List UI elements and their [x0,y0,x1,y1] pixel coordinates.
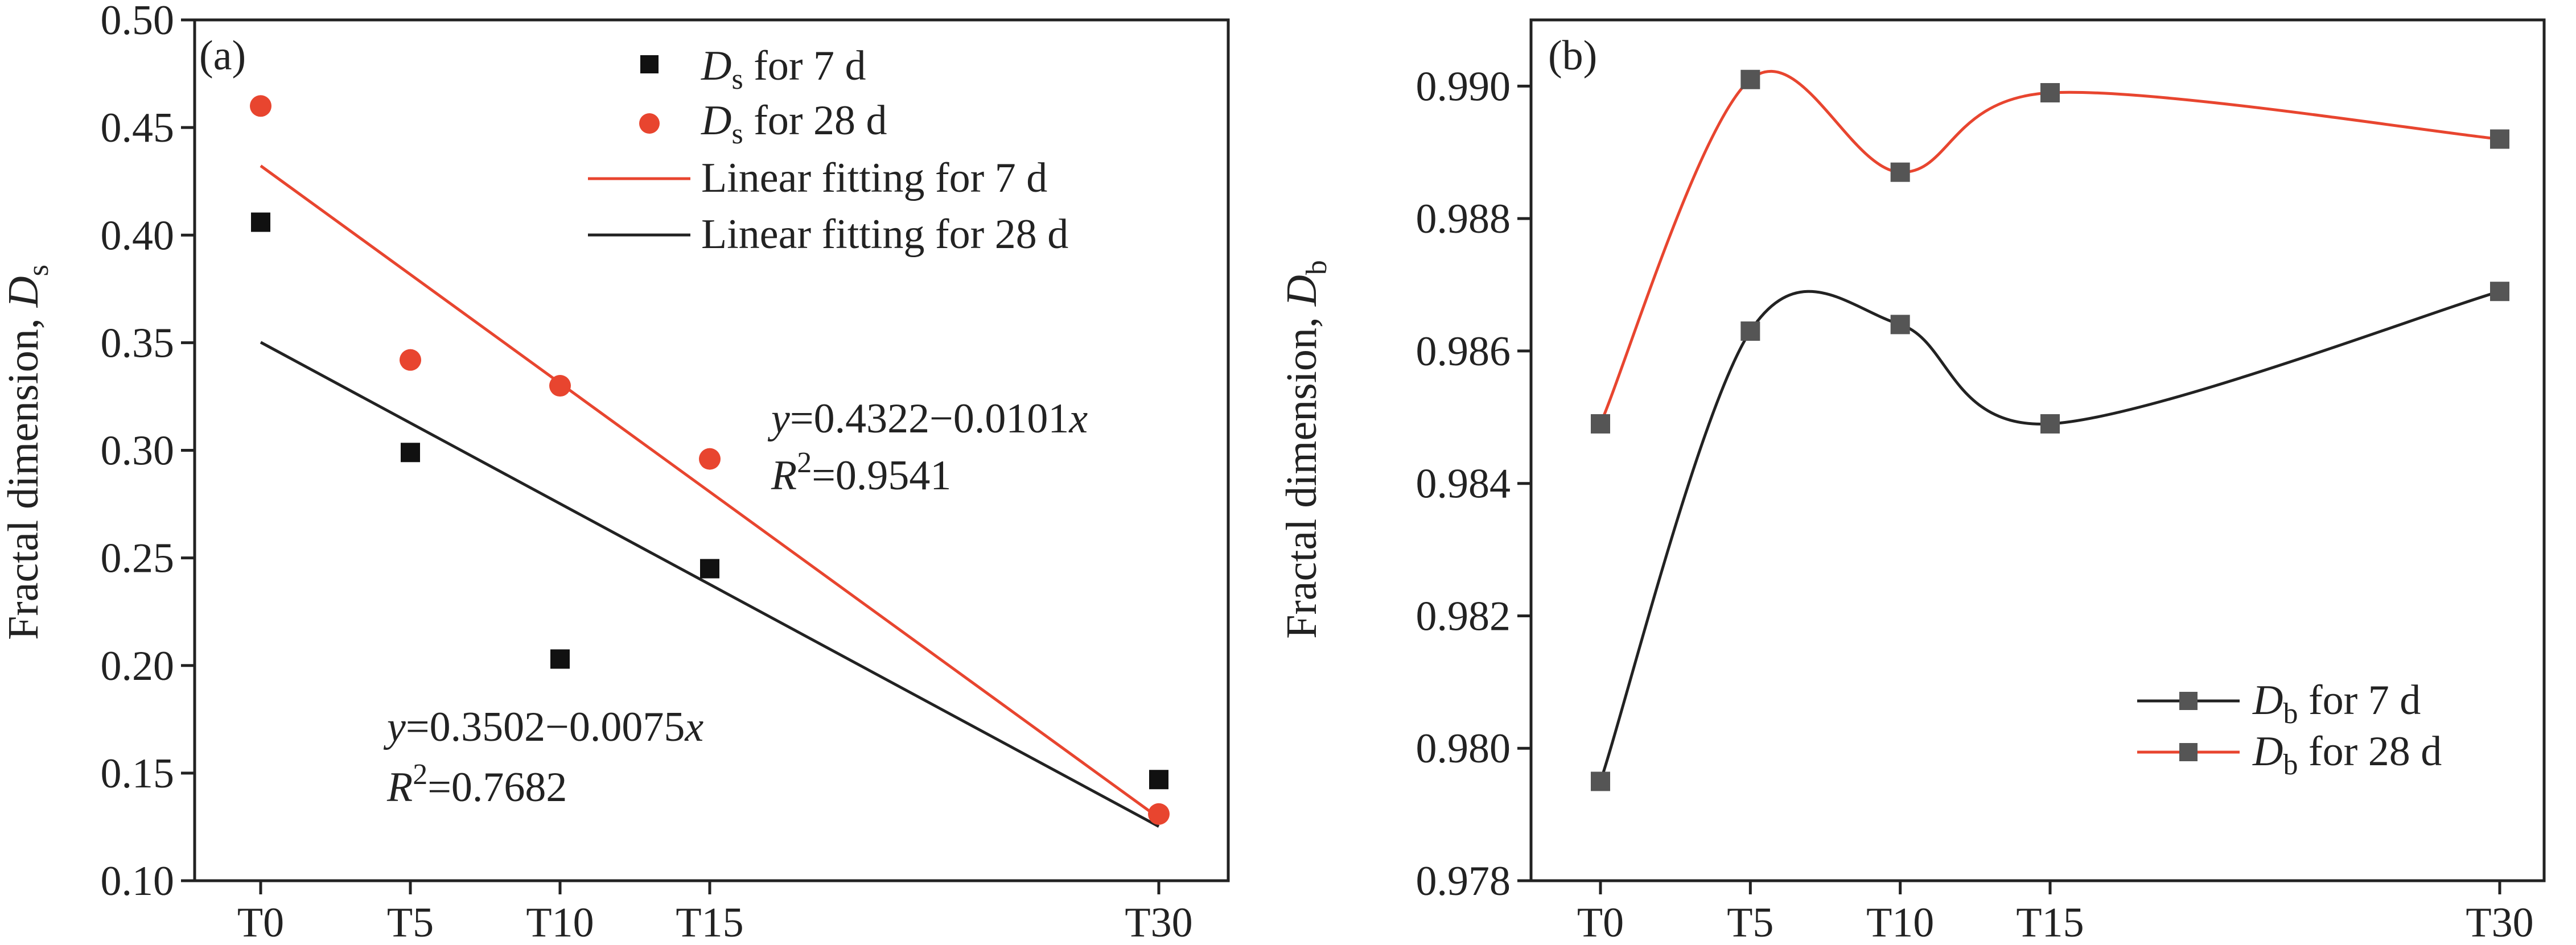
point-ds-28d [549,375,571,397]
legend-label-fit-7d: Linear fitting for 7 d [701,155,1047,201]
panel-b-points [1591,69,2509,791]
point-db-28d [1591,414,1610,434]
panel-a-x-tick-label: T15 [676,899,743,945]
point-db-7d [1591,771,1610,791]
point-ds-7d [251,212,270,232]
panel-a-axes: 0.10 0.15 0.20 0.25 0.30 0.35 0.40 0.45 0.50 T0 T5… [101,0,1193,945]
panel-b-x-tick-label: T0 [1577,899,1624,945]
point-db-7d [2040,414,2060,434]
panel-a-fit-lines [260,164,1160,828]
legend-label-db-7d: Db for 7 d [2252,677,2421,730]
panel-a-y-tick-label: 0.20 [101,643,175,690]
panel-b-axes: 0.978 0.980 0.982 0.984 0.986 0.988 0.990 T0 T5 T… [1416,63,2534,945]
panel-a-x-tick-label: T30 [1125,899,1192,945]
legend-marker-db-28d [2179,743,2198,761]
point-ds-7d [700,559,719,579]
fit-line-7d [260,164,1160,819]
annotation-fit-7d-equation: y=0.4322−0.0101x [767,395,1088,442]
panel-a-y-tick-label: 0.15 [101,750,175,797]
panel-a: 0.10 0.15 0.20 0.25 0.30 0.35 0.40 0.45 0.50 T0 T5… [0,0,1230,945]
panel-b-y-tick-label: 0.980 [1416,725,1511,772]
point-ds-28d [250,95,271,117]
panel-b-x-tick-label: T30 [2466,899,2533,945]
panel-a-points [250,95,1170,825]
point-db-7d [2490,282,2509,302]
panel-b-y-tick-label: 0.990 [1416,63,1511,110]
panel-b-y-tick-label: 0.988 [1416,196,1511,242]
panel-a-x-tick-label: T0 [237,899,284,945]
panel-a-y-tick-label: 0.40 [101,212,175,259]
panel-b-y-axis-label: Fractal dimension, Db [1278,260,1333,639]
panel-a-x-tick-label: T10 [526,899,594,945]
panel-a-y-tick-label: 0.45 [101,105,175,151]
panel-a-y-tick-label: 0.25 [101,535,175,582]
panel-b-y-tick-label: 0.986 [1416,328,1511,375]
panel-a-legend: Ds for 7 d Ds for 28 d Linear fitting fo… [588,43,1068,258]
legend-label-db-28d: Db for 28 d [2252,728,2442,781]
point-ds-28d [1148,803,1170,825]
panel-b-y-tick-label: 0.978 [1416,858,1511,905]
point-db-7d [1890,315,1910,335]
panel-b-frame [1529,18,2546,882]
point-db-28d [1740,69,1760,89]
legend-label-ds-28d: Ds for 28 d [701,97,887,150]
point-ds-7d [1149,770,1168,790]
legend-marker-ds-28d [639,113,660,134]
panel-a-tag: (a) [199,32,246,79]
legend-marker-db-7d [2179,692,2198,710]
panel-b-legend: Db for 7 d Db for 28 d [2137,677,2442,781]
panel-b-x-tick-label: T15 [2016,899,2084,945]
point-db-28d [1890,162,1910,182]
legend-marker-ds-7d [640,55,659,73]
panel-a-x-tick-label: T5 [387,899,434,945]
panel-b-x-tick-label: T5 [1727,899,1773,945]
panel-a-y-tick-label: 0.50 [101,0,175,44]
panel-b-y-tick-label: 0.984 [1416,461,1511,507]
panel-b-x-tick-label: T10 [1866,899,1934,945]
panel-a-y-tick-label: 0.10 [101,858,175,905]
fit-line-28d [260,341,1160,828]
curve-db-28d [1599,69,2500,424]
annotation-fit-7d-r2: R2=0.9541 [771,447,951,499]
point-db-28d [2490,129,2509,149]
panel-a-y-tick-label: 0.30 [101,428,175,474]
point-ds-28d [400,349,421,371]
legend-label-fit-28d: Linear fitting for 28 d [701,211,1068,258]
legend-label-ds-7d: Ds for 7 d [701,43,866,96]
panel-b-y-tick-label: 0.982 [1416,593,1511,639]
annotation-fit-7d: y=0.4322−0.0101x R2=0.9541 [767,395,1088,499]
point-ds-7d [401,443,420,463]
point-db-28d [2040,83,2060,103]
point-ds-7d [550,649,570,669]
point-ds-28d [699,448,721,470]
annotation-fit-28d-equation: y=0.3502−0.0075x [383,704,703,750]
panel-b-tag: (b) [1548,32,1597,79]
panel-a-y-axis-label: Fractal dimension, Ds [0,265,55,640]
panel-a-y-tick-label: 0.35 [101,320,175,366]
annotation-fit-28d-r2: R2=0.7682 [386,758,567,811]
point-db-7d [1740,321,1760,341]
panel-b: 0.978 0.980 0.982 0.984 0.986 0.988 0.990 T0 T5 T… [1278,18,2546,945]
annotation-fit-28d: y=0.3502−0.0075x R2=0.7682 [383,704,703,811]
